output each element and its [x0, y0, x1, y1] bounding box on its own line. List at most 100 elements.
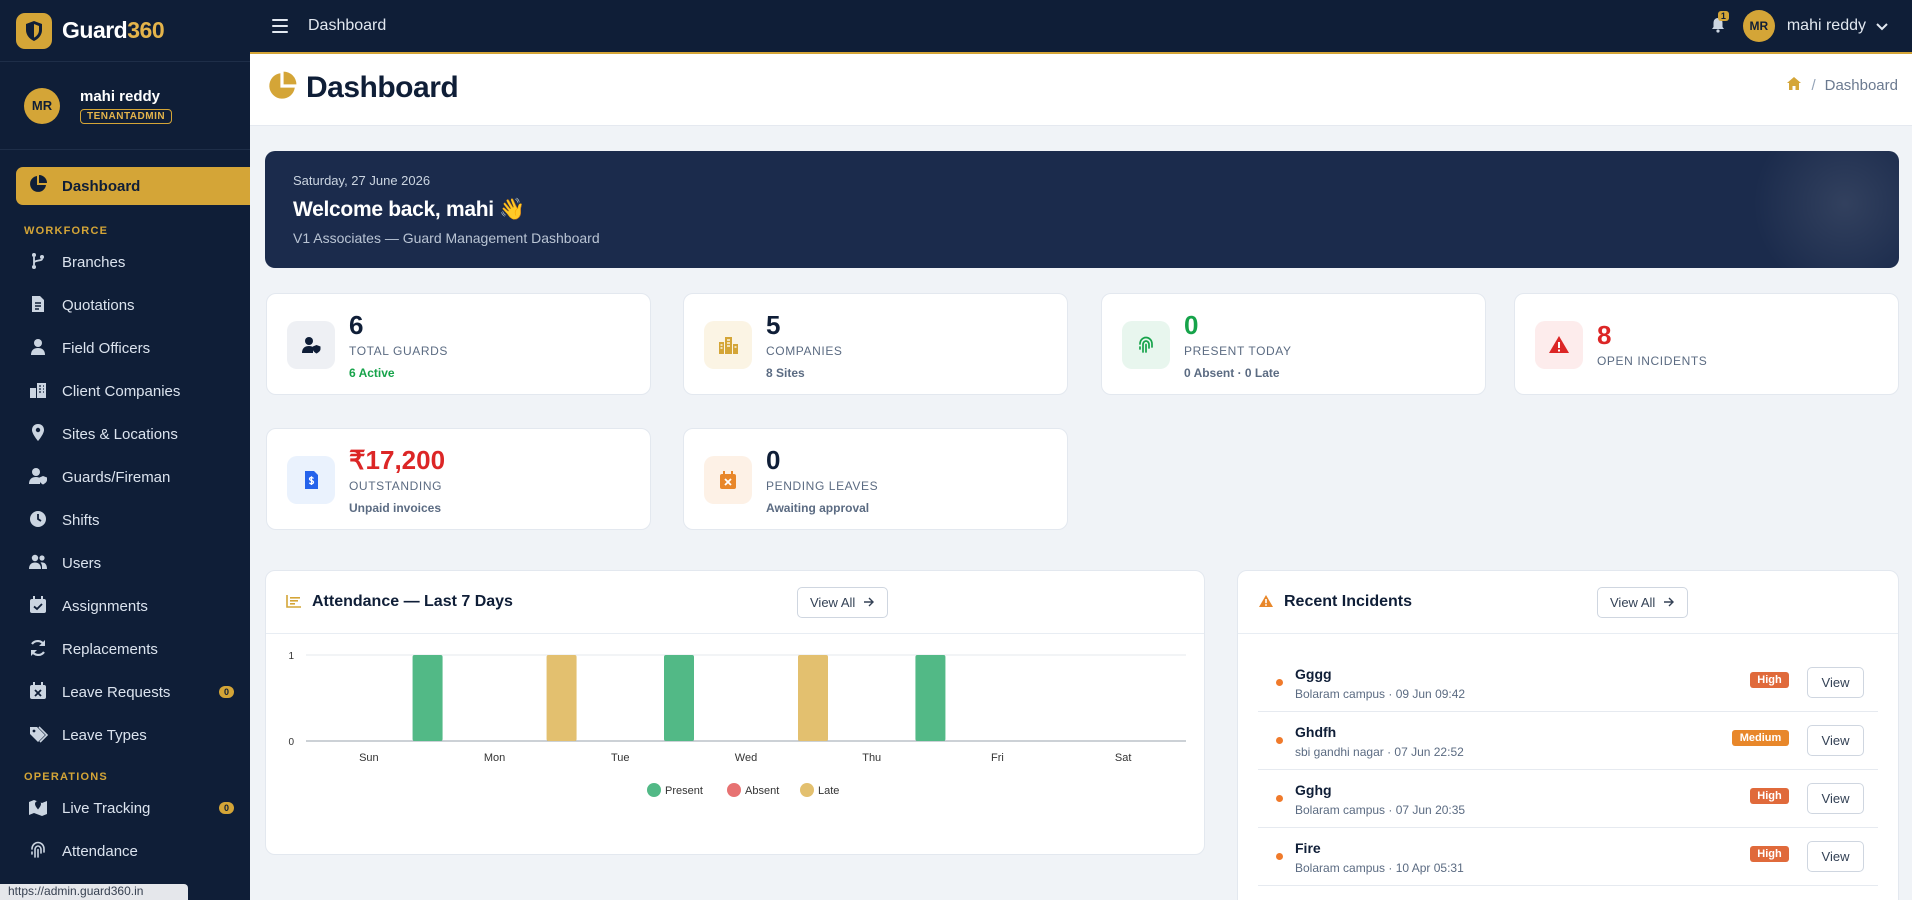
bar-present-fri	[915, 655, 946, 741]
notifications-button[interactable]: 1	[1711, 10, 1729, 36]
stat-value: 5	[766, 310, 781, 340]
location-pin-icon	[28, 423, 48, 447]
sidebar-item-label: Shifts	[62, 512, 100, 529]
stat-note: 0 Absent · 0 Late	[1184, 366, 1280, 380]
incident-row: Gghg Bolaram campus · 07 Jun 20:35 High …	[1258, 770, 1878, 828]
sidebar-item-guards-fireman[interactable]: Guards/Fireman	[16, 456, 250, 499]
bar-chart-icon	[286, 594, 302, 611]
incident-view-button[interactable]: View	[1807, 783, 1864, 814]
nav-section-title: WORKFORCE	[24, 225, 109, 237]
legend-label: Present	[665, 785, 703, 797]
topbar-avatar[interactable]: MR	[1742, 10, 1775, 42]
stat-value: 0	[766, 445, 781, 475]
sidebar-item-leave-types[interactable]: Leave Types	[16, 714, 250, 757]
sidebar-item-label: Replacements	[62, 641, 158, 658]
sidebar-item-sites-locations[interactable]: Sites & Locations	[16, 413, 250, 456]
severity-badge: High	[1750, 846, 1789, 862]
brand[interactable]: Guard360	[0, 0, 250, 62]
pie-chart-icon	[266, 70, 298, 105]
legend-swatch-present	[647, 783, 661, 797]
stat-note: Unpaid invoices	[349, 501, 442, 515]
x-tick-label: Sun	[359, 752, 379, 764]
avatar: MR	[24, 87, 60, 124]
user-name: mahi reddy	[80, 87, 161, 105]
sidebar-item-dashboard[interactable]: Dashboard	[16, 167, 250, 205]
incidents-view-all-button[interactable]: View All	[1597, 587, 1689, 618]
sidebar-item-users[interactable]: Users	[16, 542, 250, 585]
sidebar-item-label: Client Companies	[62, 383, 181, 400]
stat-label: OUTSTANDING	[349, 479, 443, 493]
sidebar-item-branches[interactable]: Branches	[16, 241, 250, 284]
map-location-icon	[28, 797, 48, 821]
branch-icon	[28, 251, 48, 275]
sidebar-item-live-tracking[interactable]: Live Tracking 0	[16, 787, 250, 830]
bar-late-mon	[546, 655, 577, 741]
stat-card-pending-leaves[interactable]: 0 PENDING LEAVES Awaiting approval	[683, 428, 1068, 530]
incident-name: Gghg	[1295, 782, 1332, 798]
incident-view-button[interactable]: View	[1807, 841, 1864, 872]
sidebar-item-label: Guards/Fireman	[62, 469, 171, 486]
x-tick-label: Wed	[735, 752, 757, 764]
building-icon	[28, 380, 48, 404]
incident-view-button[interactable]: View	[1807, 725, 1864, 756]
user-shield-icon	[28, 466, 48, 490]
legend-swatch-late	[800, 783, 814, 797]
sidebar-item-attendance[interactable]: Attendance	[16, 830, 250, 873]
stat-note: 6 Active	[349, 366, 395, 380]
sidebar-item-client-companies[interactable]: Client Companies	[16, 370, 250, 413]
y-tick-label: 0	[288, 737, 294, 748]
topbar-user-name[interactable]: mahi reddy	[1786, 17, 1866, 34]
role-badge: TENANTADMIN	[80, 108, 173, 124]
chevron-down-icon[interactable]	[1876, 18, 1888, 34]
sidebar-item-label: Branches	[62, 254, 126, 271]
sidebar-item-shifts[interactable]: Shifts	[16, 499, 250, 542]
sidebar-item-quotations[interactable]: Quotations	[16, 284, 250, 327]
bar-late-wed	[798, 655, 828, 741]
breadcrumb-current: Dashboard	[1824, 77, 1898, 94]
stat-card-outstanding[interactable]: ₹17,200 OUTSTANDING Unpaid invoices	[266, 428, 651, 530]
shield-logo-icon	[16, 12, 52, 49]
page-header: Dashboard / Dashboard	[250, 54, 1912, 126]
sidebar-item-label: Assignments	[62, 598, 148, 615]
legend-label: Absent	[745, 785, 779, 797]
sidebar-item-assignments[interactable]: Assignments	[16, 585, 250, 628]
sidebar-item-field-officers[interactable]: Field Officers	[16, 327, 250, 370]
x-tick-label: Sat	[1115, 752, 1132, 764]
incident-meta: Bolaram campus · 09 Jun 09:42	[1295, 687, 1466, 701]
attendance-view-all-button[interactable]: View All	[797, 587, 889, 618]
incident-row: Fire Bolaram campus · 10 Apr 05:31 High …	[1258, 828, 1878, 886]
breadcrumb: / Dashboard	[1786, 76, 1898, 95]
stat-card-present-today[interactable]: 0 PRESENT TODAY 0 Absent · 0 Late	[1101, 293, 1486, 395]
status-dot	[1276, 679, 1283, 686]
incident-view-button[interactable]: View	[1807, 667, 1864, 698]
incident-meta: Bolaram campus · 10 Apr 05:31	[1295, 861, 1464, 875]
user-shield-icon	[287, 321, 335, 369]
person-icon	[28, 337, 48, 361]
attendance-panel: Attendance — Last 7 Days View All 0 1 Sun M…	[265, 570, 1205, 855]
x-tick-label: Tue	[611, 752, 630, 764]
sidebar-item-label: Leave Types	[62, 727, 147, 744]
app-name: Guard360	[62, 17, 165, 43]
stat-card-total-guards[interactable]: 6 TOTAL GUARDS 6 Active	[266, 293, 651, 395]
sidebar-item-label: Live Tracking	[62, 800, 151, 817]
stat-label: PRESENT TODAY	[1184, 344, 1292, 358]
welcome-banner: Saturday, 27 June 2026 Welcome back, mah…	[265, 151, 1899, 268]
home-icon[interactable]	[1786, 76, 1802, 95]
stat-card-companies[interactable]: 5 COMPANIES 8 Sites	[683, 293, 1068, 395]
sidebar-nav: Dashboard WORKFORCE Branches Quotations …	[0, 150, 250, 873]
stat-card-open-incidents[interactable]: 8 OPEN INCIDENTS	[1514, 293, 1899, 395]
arrow-right-icon	[855, 595, 875, 610]
status-dot	[1276, 737, 1283, 744]
sidebar-item-replacements[interactable]: Replacements	[16, 628, 250, 671]
sidebar-item-leave-requests[interactable]: Leave Requests 0	[16, 671, 250, 714]
stat-value: 0	[1184, 310, 1199, 340]
sidebar-item-label: Users	[62, 555, 102, 572]
x-tick-label: Fri	[991, 752, 1004, 764]
topbar: Dashboard 1 MR mahi reddy	[250, 0, 1912, 54]
legend-label: Late	[818, 785, 839, 797]
warning-triangle-icon	[1258, 594, 1274, 611]
stat-value: 6	[349, 310, 364, 340]
incident-name: Gggg	[1295, 666, 1332, 682]
hamburger-menu-icon[interactable]	[272, 19, 288, 33]
severity-badge: High	[1750, 672, 1789, 688]
